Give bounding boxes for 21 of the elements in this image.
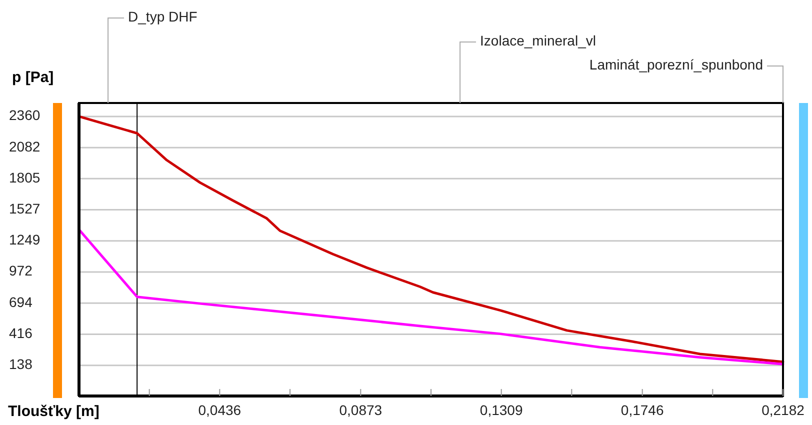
x-axis-title: Tloušťky [m]: [8, 403, 100, 420]
y-tick-label: 1805: [9, 169, 40, 186]
y-tick-label: 1527: [9, 200, 40, 216]
y-axis-title: p [Pa]: [12, 69, 54, 86]
x-tick-label: 0,0873: [339, 402, 382, 418]
line-series: [78, 115, 784, 364]
text: Laminát_porezní_spunbond: [589, 56, 763, 73]
x-tick-label: 0,1746: [620, 402, 664, 418]
y-tick-label: 416: [9, 324, 33, 341]
text: D_typ DHF: [128, 8, 198, 25]
y-tick-label: 694: [9, 294, 33, 310]
x-tick-label: 0,2182: [762, 402, 805, 418]
x-tick-label: 0,0436: [198, 402, 242, 418]
x-tick-label: 0,1309: [480, 402, 523, 418]
y-tick-label: 2360: [9, 107, 40, 124]
y-tick-label: 2082: [9, 138, 40, 154]
y-tick-label: 138: [9, 356, 33, 372]
y-tick-label: 972: [9, 262, 33, 279]
y-tick-label: 1249: [9, 232, 40, 248]
line-series: [78, 228, 784, 366]
text: Izolace_mineral_vl: [480, 32, 596, 49]
